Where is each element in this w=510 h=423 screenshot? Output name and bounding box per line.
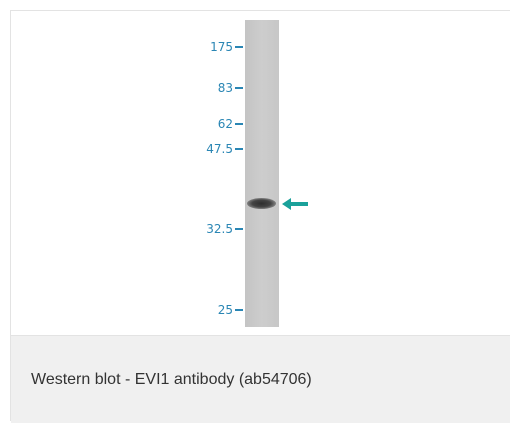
caption-bar: Western blot - EVI1 antibody (ab54706) xyxy=(11,335,510,423)
blot-lane xyxy=(245,20,279,327)
marker-32-5: 32.5 xyxy=(163,223,243,235)
marker-83: 83 xyxy=(163,82,243,94)
marker-62: 62 xyxy=(163,118,243,130)
western-blot-image: 175 83 62 47.5 32.5 25 xyxy=(11,11,510,335)
marker-25: 25 xyxy=(163,304,243,316)
caption-text: Western blot - EVI1 antibody (ab54706) xyxy=(31,371,312,388)
marker-175: 175 xyxy=(163,41,243,53)
marker-47-5: 47.5 xyxy=(163,143,243,155)
figure-card: 175 83 62 47.5 32.5 25 Western blot - EV… xyxy=(10,10,510,423)
arrow-left-icon xyxy=(282,198,308,210)
protein-band xyxy=(247,198,276,209)
